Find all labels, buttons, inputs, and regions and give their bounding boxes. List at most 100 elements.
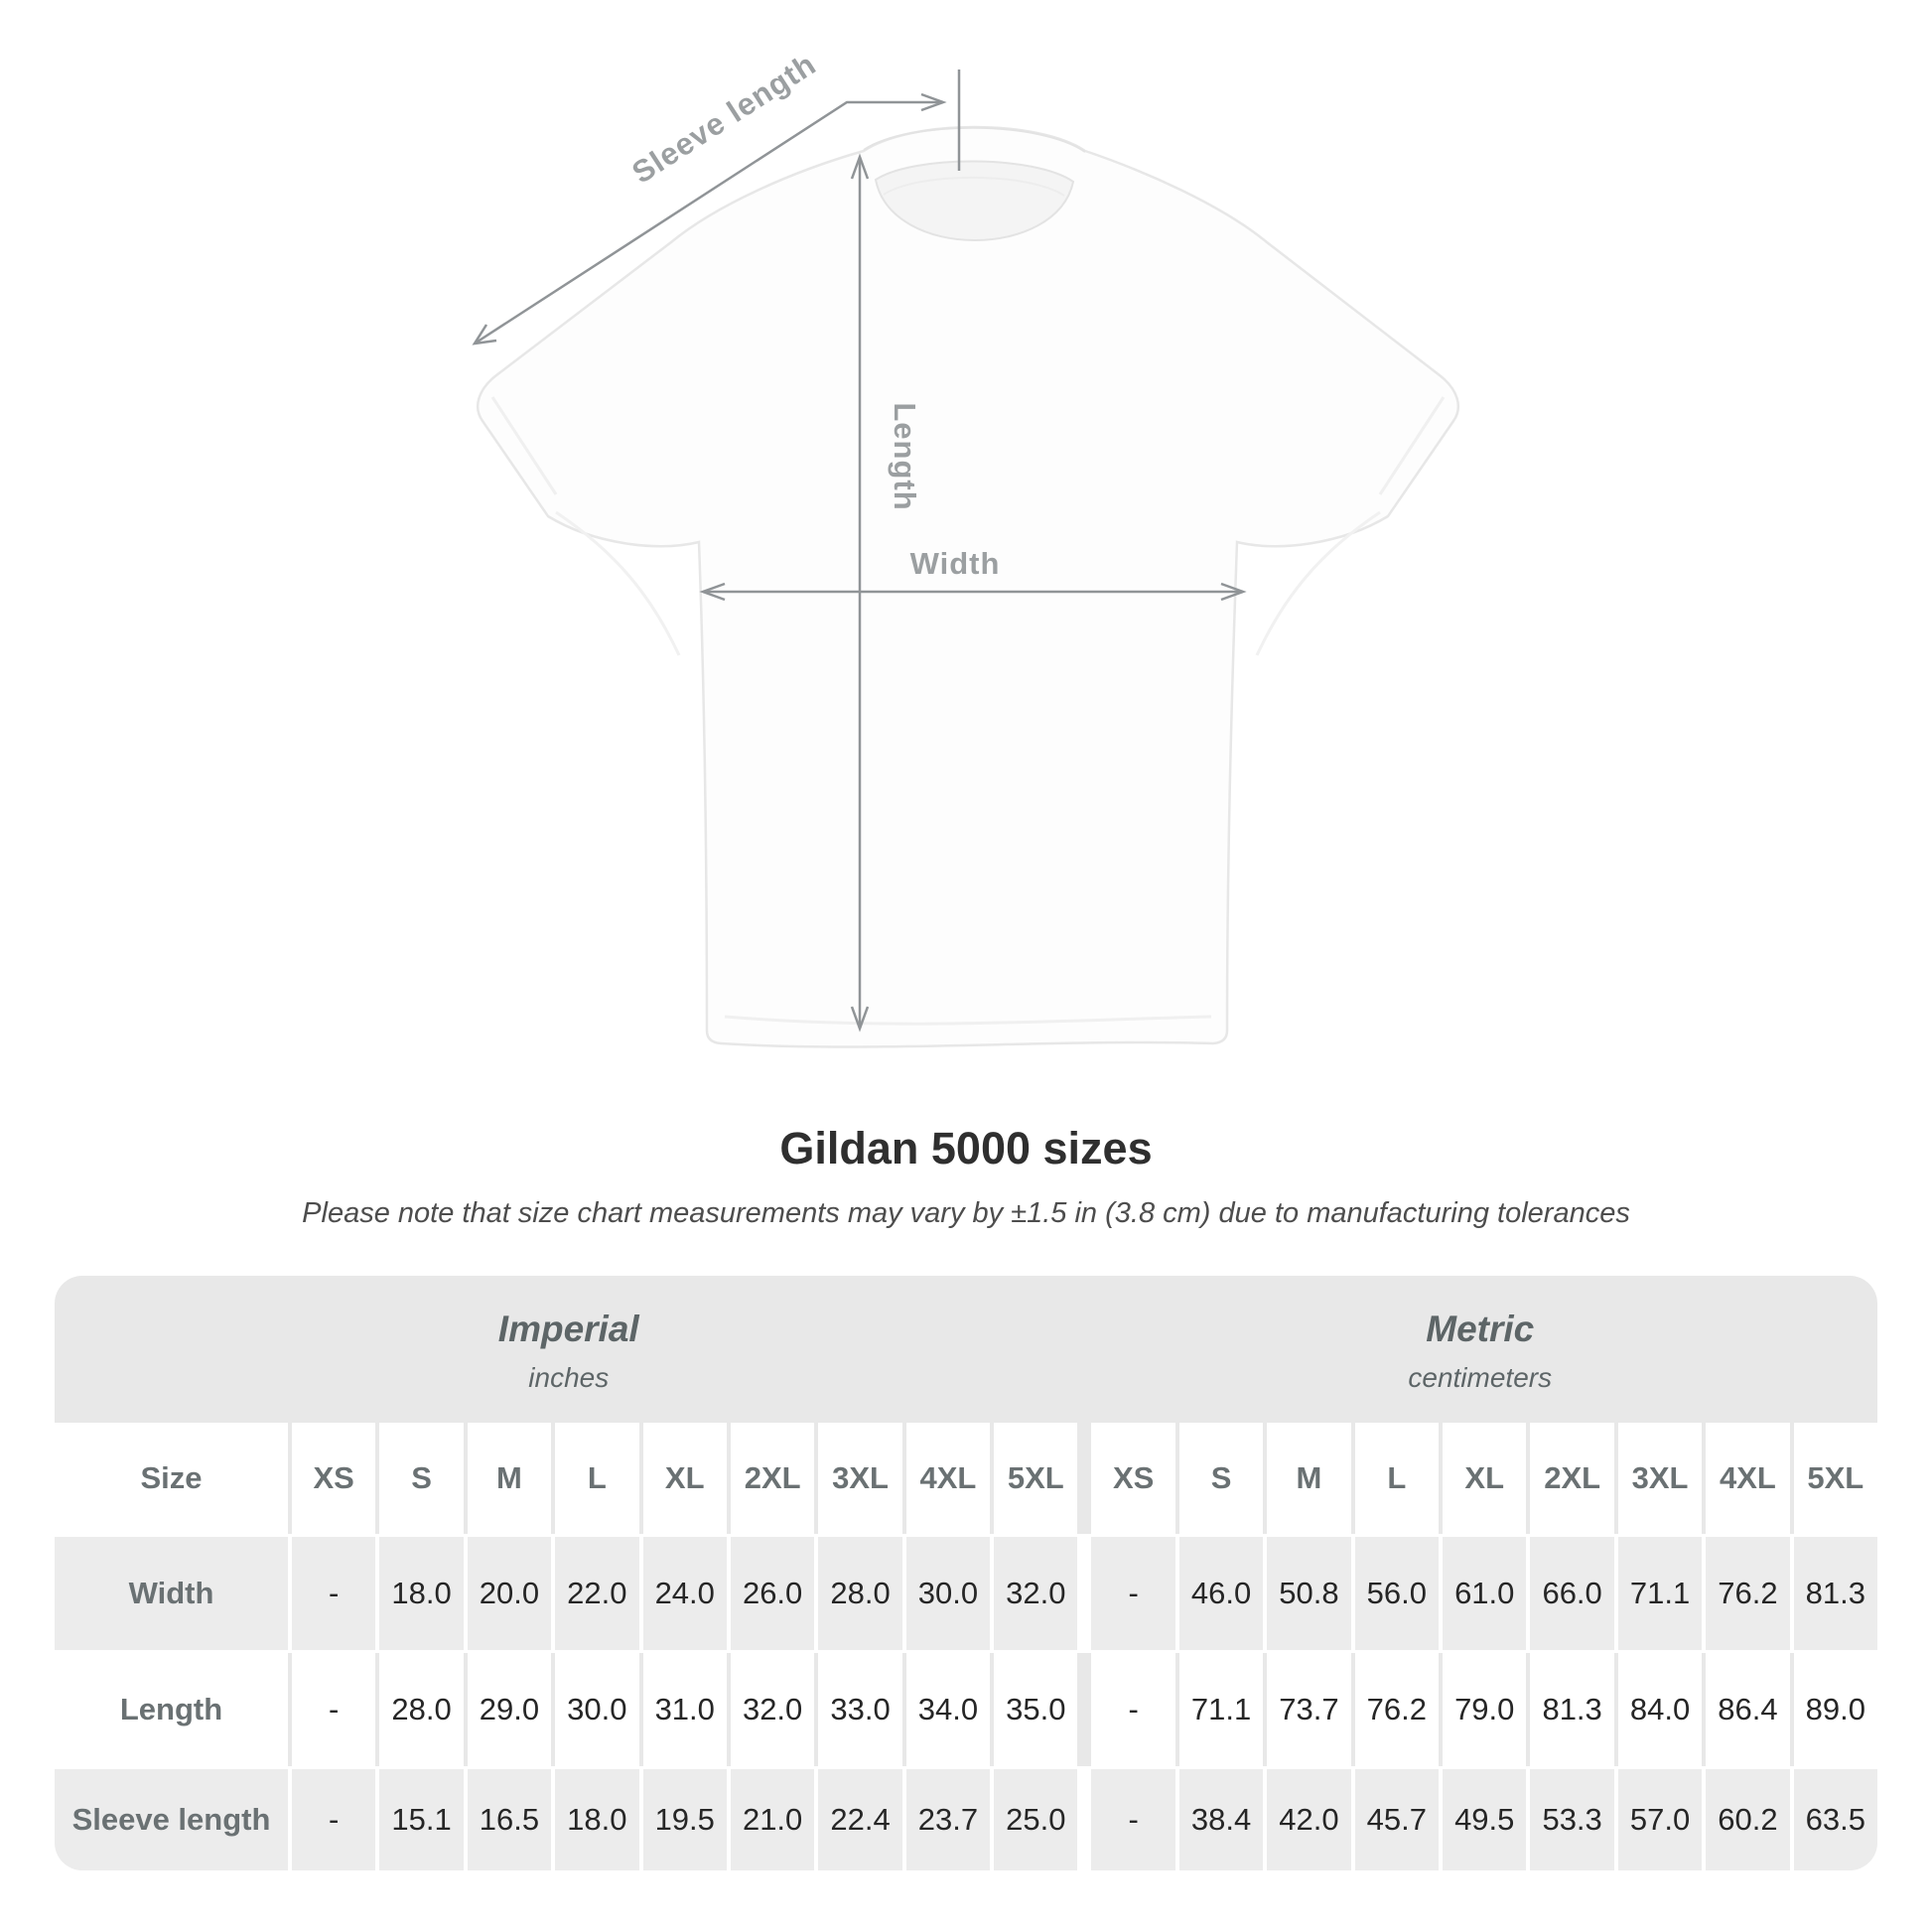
- sleeve-imperial-2xl: 21.0: [730, 1769, 815, 1870]
- measurement-annotations: [472, 69, 1247, 1033]
- col-header-metric-l: L: [1354, 1423, 1440, 1534]
- size-header-cell: Size: [55, 1423, 288, 1534]
- section-divider: [1081, 1423, 1087, 1534]
- tshirt-fold-right: [1255, 510, 1381, 656]
- col-header-metric-m: M: [1267, 1423, 1351, 1534]
- table-row-sleeve-length: Sleeve length - 15.1 16.5 18.0 19.5 21.0…: [55, 1769, 1877, 1870]
- length-metric-3xl: 84.0: [1617, 1653, 1703, 1766]
- sleeve-metric-3xl: 57.0: [1617, 1769, 1703, 1870]
- col-header-imperial-2xl: 2XL: [730, 1423, 815, 1534]
- tshirt-hem-seam: [724, 1015, 1212, 1026]
- table-row-width: Width - 18.0 20.0 22.0 24.0 26.0 28.0 30…: [55, 1537, 1877, 1650]
- width-label: Width: [910, 546, 1001, 581]
- tshirt-outline: [477, 125, 1459, 1048]
- width-metric-m: 50.8: [1267, 1537, 1351, 1650]
- length-metric-l: 76.2: [1354, 1653, 1440, 1766]
- section-divider: [1081, 1769, 1087, 1870]
- col-header-imperial-m: M: [467, 1423, 552, 1534]
- sleeve-imperial-l: 18.0: [555, 1769, 639, 1870]
- tshirt-fold-left: [555, 510, 681, 656]
- page-title: Gildan 5000 sizes: [779, 1123, 1153, 1173]
- col-header-imperial-xl: XL: [642, 1423, 727, 1534]
- col-header-metric-3xl: 3XL: [1617, 1423, 1703, 1534]
- width-metric-2xl: 66.0: [1530, 1537, 1614, 1650]
- section-divider: [1081, 1653, 1087, 1766]
- sleeve-length-label: Sleeve length: [625, 47, 822, 191]
- length-bottom-arrowhead: [850, 1006, 870, 1033]
- sleeve-length-line: [474, 100, 943, 345]
- length-metric-5xl: 89.0: [1793, 1653, 1877, 1766]
- width-metric-3xl: 71.1: [1617, 1537, 1703, 1650]
- width-metric-xs: -: [1091, 1537, 1175, 1650]
- length-imperial-m: 29.0: [467, 1653, 552, 1766]
- length-label: Length: [888, 402, 922, 510]
- sleeve-imperial-s: 15.1: [379, 1769, 464, 1870]
- width-metric-4xl: 76.2: [1706, 1537, 1790, 1650]
- length-imperial-xl: 31.0: [642, 1653, 727, 1766]
- sleeve-metric-xs: -: [1091, 1769, 1175, 1870]
- sleeve-metric-m: 42.0: [1267, 1769, 1351, 1870]
- width-metric-l: 56.0: [1354, 1537, 1440, 1650]
- width-imperial-l: 22.0: [555, 1537, 639, 1650]
- width-imperial-3xl: 28.0: [818, 1537, 902, 1650]
- row-label-width: Width: [55, 1537, 288, 1650]
- sleeve-imperial-4xl: 23.7: [905, 1769, 991, 1870]
- section-divider: [1081, 1537, 1087, 1650]
- metric-header: Metric centimeters: [1083, 1276, 1877, 1423]
- metric-title: Metric: [1426, 1309, 1535, 1349]
- sleeve-imperial-xs: -: [292, 1769, 376, 1870]
- width-right-arrowhead: [1220, 582, 1247, 602]
- width-metric-xl: 61.0: [1443, 1537, 1527, 1650]
- sleeve-metric-5xl: 63.5: [1793, 1769, 1877, 1870]
- col-header-metric-xl: XL: [1443, 1423, 1527, 1534]
- length-metric-xs: -: [1091, 1653, 1175, 1766]
- col-header-imperial-l: L: [555, 1423, 639, 1534]
- col-header-metric-s: S: [1178, 1423, 1264, 1534]
- width-imperial-4xl: 30.0: [905, 1537, 991, 1650]
- col-header-imperial-4xl: 4XL: [905, 1423, 991, 1534]
- tshirt-sleeve-seam-left: [490, 396, 558, 495]
- width-imperial-s: 18.0: [379, 1537, 464, 1650]
- imperial-unit: inches: [528, 1362, 610, 1393]
- length-imperial-5xl: 35.0: [994, 1653, 1078, 1766]
- length-imperial-l: 30.0: [555, 1653, 639, 1766]
- sleeve-length-right-arrowhead: [920, 92, 947, 112]
- length-imperial-xs: -: [292, 1653, 376, 1766]
- length-metric-xl: 79.0: [1443, 1653, 1527, 1766]
- imperial-title: Imperial: [497, 1309, 639, 1349]
- length-metric-m: 73.7: [1267, 1653, 1351, 1766]
- tshirt-collar-seam: [863, 126, 1086, 153]
- size-header-row: Size XS S M L XL 2XL 3XL 4XL 5XL XS S M …: [55, 1423, 1877, 1534]
- sleeve-length-arrowhead: [472, 324, 497, 345]
- size-table: Imperial inches Metric centimeters Size …: [55, 1276, 1877, 1870]
- sleeve-metric-2xl: 53.3: [1530, 1769, 1614, 1870]
- row-label-sleeve-length: Sleeve length: [55, 1769, 288, 1870]
- width-imperial-5xl: 32.0: [994, 1537, 1078, 1650]
- length-imperial-3xl: 33.0: [818, 1653, 902, 1766]
- sleeve-imperial-m: 16.5: [467, 1769, 552, 1870]
- unit-header-band: Imperial inches Metric centimeters: [55, 1276, 1877, 1423]
- col-header-imperial-3xl: 3XL: [818, 1423, 902, 1534]
- col-header-metric-xs: XS: [1091, 1423, 1175, 1534]
- col-header-imperial-xs: XS: [292, 1423, 376, 1534]
- tshirt-collar-rib: [883, 176, 1065, 197]
- sleeve-imperial-xl: 19.5: [642, 1769, 727, 1870]
- metric-unit: centimeters: [1408, 1362, 1553, 1393]
- sleeve-metric-4xl: 60.2: [1706, 1769, 1790, 1870]
- width-imperial-m: 20.0: [467, 1537, 552, 1650]
- sleeve-metric-s: 38.4: [1178, 1769, 1264, 1870]
- col-header-imperial-5xl: 5XL: [994, 1423, 1078, 1534]
- sleeve-imperial-3xl: 22.4: [818, 1769, 902, 1870]
- sleeve-metric-l: 45.7: [1354, 1769, 1440, 1870]
- length-top-arrowhead: [850, 153, 870, 180]
- col-header-metric-2xl: 2XL: [1530, 1423, 1614, 1534]
- length-imperial-2xl: 32.0: [730, 1653, 815, 1766]
- col-header-imperial-s: S: [379, 1423, 464, 1534]
- sleeve-metric-xl: 49.5: [1443, 1769, 1527, 1870]
- col-header-metric-5xl: 5XL: [1793, 1423, 1877, 1534]
- length-imperial-4xl: 34.0: [905, 1653, 991, 1766]
- width-imperial-xl: 24.0: [642, 1537, 727, 1650]
- length-metric-s: 71.1: [1178, 1653, 1264, 1766]
- sleeve-imperial-5xl: 25.0: [994, 1769, 1078, 1870]
- width-metric-s: 46.0: [1178, 1537, 1264, 1650]
